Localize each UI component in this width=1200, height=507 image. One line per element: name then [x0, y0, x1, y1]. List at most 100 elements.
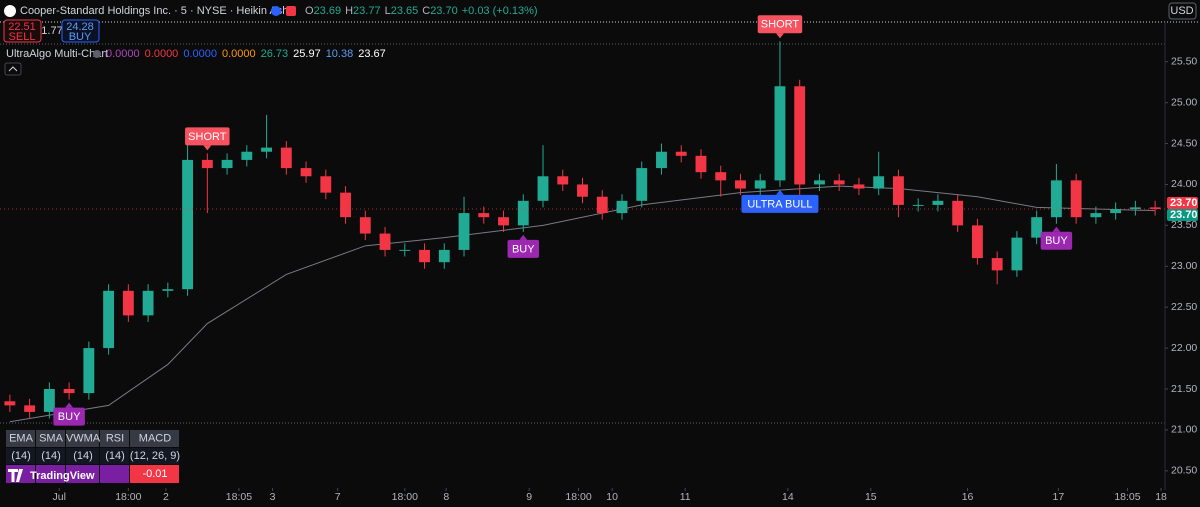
indicator-values: 0.0000 0.0000 0.0000 0.0000 26.73 25.97 10.38 2… — [106, 48, 386, 60]
candle-body — [182, 159, 194, 290]
table-cell — [66, 465, 99, 483]
candle-body — [1110, 209, 1122, 214]
x-tick-label: 15 — [865, 491, 877, 503]
x-tick-label: 14 — [782, 491, 794, 503]
candle-body — [893, 176, 904, 205]
candle-body — [774, 86, 786, 181]
indicator-icon — [93, 50, 101, 58]
x-tick-label: 3 — [270, 491, 276, 503]
candle-body — [715, 172, 727, 181]
collapse-button[interactable] — [4, 62, 22, 76]
indicator-value: 23.67 — [358, 48, 386, 60]
sell-label[interactable]: SELL — [9, 31, 36, 43]
table-header-cell — [36, 430, 65, 447]
table-param: (14) — [105, 450, 125, 462]
x-tick-label: 18:00 — [565, 491, 591, 503]
signal-box — [1040, 231, 1073, 250]
candle-body — [636, 168, 648, 201]
candle-body — [359, 217, 371, 234]
candle-body — [201, 159, 213, 169]
x-tick-label: 7 — [335, 491, 341, 503]
table-cell — [36, 465, 65, 483]
candle-body — [320, 176, 332, 193]
signal-label: SHORT — [761, 19, 800, 31]
table-header-cell — [66, 430, 99, 447]
candle-body — [498, 217, 509, 226]
signal-box — [53, 407, 85, 426]
y-tick-label: 20.50 — [1171, 465, 1197, 477]
price-label-box — [1167, 197, 1198, 209]
x-tick-label: 18 — [1155, 491, 1167, 503]
signal-label: BUY — [58, 411, 81, 423]
candle-body — [1149, 207, 1161, 209]
sell-price[interactable]: 22.51 — [8, 21, 36, 33]
indicator-name: UltraAlgo Multi-Chart — [6, 48, 108, 60]
currency[interactable]: USD — [1170, 5, 1193, 17]
ohlc-label: H — [345, 5, 353, 17]
table-param: (14) — [11, 450, 31, 462]
x-tick-label: 18:00 — [392, 491, 418, 503]
candle-body — [675, 151, 687, 156]
signal-pointer — [775, 33, 784, 39]
candle-body — [577, 184, 588, 197]
x-tick-label: 16 — [962, 491, 974, 503]
price-label: 23.70 — [1170, 209, 1198, 221]
candle-body — [280, 147, 292, 169]
indicator-value: 0.0000 — [183, 48, 217, 60]
signal-label: BUY — [512, 243, 535, 255]
table-cell — [130, 465, 179, 483]
x-tick-label: 17 — [1053, 491, 1065, 503]
collapse-icon[interactable] — [8, 66, 18, 72]
buy-button[interactable] — [61, 19, 100, 43]
table-header: EMA — [9, 432, 34, 444]
price-label-box — [1167, 209, 1198, 221]
x-tick-label: 18:05 — [226, 491, 252, 503]
x-tick-label: Jul — [53, 491, 66, 503]
x-tick-label: 8 — [443, 491, 449, 503]
buy-label[interactable]: BUY — [69, 31, 92, 43]
candle-body — [340, 192, 351, 218]
candle-body — [932, 200, 944, 205]
ohlc-label: O — [305, 5, 314, 17]
x-tick-label: 2 — [163, 491, 169, 503]
change: +0.03 (+0.13%) — [462, 5, 538, 17]
y-tick-label: 21.00 — [1171, 424, 1197, 436]
signal-pointer — [1052, 226, 1061, 232]
candle-body — [616, 200, 628, 214]
candle-body — [833, 180, 845, 185]
ohlc-value: 23.65 — [391, 5, 419, 17]
y-tick-label: 25.50 — [1171, 56, 1197, 68]
candle-body — [1090, 213, 1102, 218]
x-tick-label: 11 — [680, 491, 691, 503]
candle-body — [695, 155, 707, 173]
x-tick-label: 10 — [606, 491, 618, 503]
sell-button[interactable] — [3, 19, 42, 43]
ohlc-label: C — [422, 5, 430, 17]
candle-body — [754, 180, 766, 189]
x-tick-label: 9 — [526, 491, 532, 503]
currency-button[interactable] — [1168, 2, 1197, 20]
table-cell — [6, 448, 35, 464]
ohlc-value: 23.77 — [353, 5, 381, 17]
x-tick-label: 18:05 — [1114, 491, 1140, 503]
y-tick-label: 22.50 — [1171, 301, 1197, 313]
indicator-value: 10.38 — [326, 48, 354, 60]
signal-label: SHORT — [188, 131, 227, 143]
candle-body — [4, 401, 16, 406]
status-icon — [271, 6, 281, 16]
macd-value: -0.01 — [142, 468, 167, 480]
y-tick-label: 23.50 — [1171, 219, 1197, 231]
candle-body — [656, 151, 667, 169]
candle-body — [419, 249, 430, 263]
candle-body — [379, 233, 391, 250]
table-header: RSI — [106, 432, 124, 444]
ohlc-label: L — [385, 5, 391, 17]
y-tick-label: 21.50 — [1171, 383, 1197, 395]
signal-pointer — [775, 189, 784, 195]
candle-body — [122, 290, 134, 316]
buy-price[interactable]: 24.28 — [66, 21, 94, 33]
ohlc-value: 23.70 — [430, 5, 458, 17]
candle-body — [300, 168, 312, 177]
signal-pointer — [65, 402, 74, 408]
